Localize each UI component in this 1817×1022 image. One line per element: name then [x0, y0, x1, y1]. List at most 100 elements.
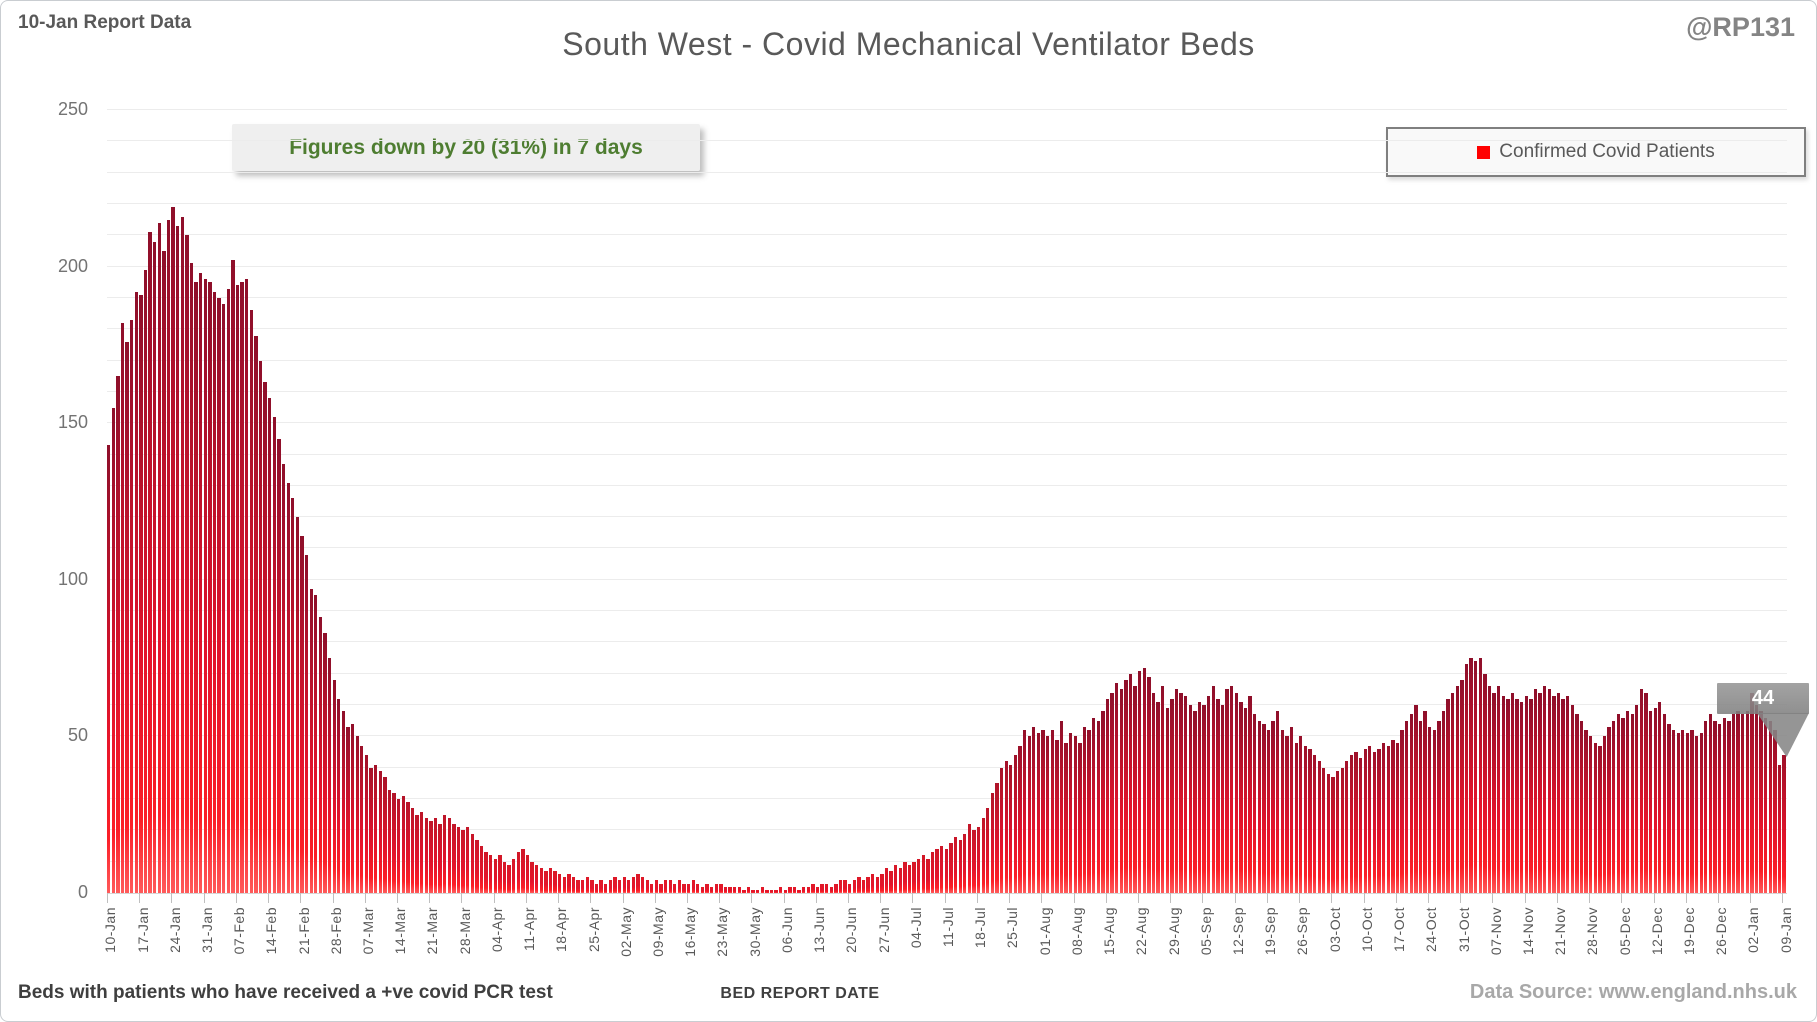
x-axis-tick-label: 20-Jun: [843, 907, 860, 953]
x-axis-tick-label: 17-Jan: [134, 907, 151, 953]
bar: [1124, 680, 1128, 893]
bar: [1271, 720, 1275, 893]
bar: [1570, 705, 1574, 893]
bar: [1635, 705, 1639, 893]
bar: [926, 858, 930, 893]
bar: [1773, 730, 1777, 893]
bar: [1276, 711, 1280, 893]
bar: [240, 282, 244, 893]
bar: [1027, 736, 1031, 893]
bar: [1133, 686, 1137, 893]
bar: [1078, 742, 1082, 893]
x-axis-tick: [171, 893, 173, 903]
gridline: [107, 578, 1787, 580]
bar: [433, 817, 438, 893]
bar: [1464, 664, 1469, 893]
bar: [1722, 717, 1726, 893]
footnote-definition: Beds with patients who have received a +…: [18, 982, 553, 1003]
x-axis-tick: [558, 893, 560, 903]
bar: [940, 846, 944, 893]
bar: [792, 886, 797, 893]
bar: [1566, 695, 1570, 893]
bar: [1713, 720, 1717, 893]
x-axis-tick: [493, 893, 495, 903]
bar: [1727, 720, 1731, 893]
bar: [475, 839, 479, 893]
bar: [1009, 764, 1013, 893]
bar: [990, 792, 995, 893]
gridline: [107, 109, 1787, 110]
bar: [1087, 730, 1091, 893]
bar: [594, 883, 599, 893]
x-axis-tick-label: 25-Jul: [1004, 907, 1021, 949]
bar: [958, 839, 962, 893]
bar: [1239, 701, 1243, 893]
bar: [976, 827, 981, 893]
bar: [249, 310, 254, 893]
x-axis-tick: [1073, 893, 1075, 903]
bar: [921, 855, 926, 893]
bar: [912, 861, 916, 893]
bar: [1533, 689, 1538, 893]
x-axis-tick-label: 07-Nov: [1487, 907, 1504, 956]
bar: [1064, 742, 1068, 893]
bar: [327, 658, 332, 893]
bar: [613, 877, 617, 893]
bar: [682, 883, 686, 893]
bar: [493, 858, 497, 893]
bar: [1363, 748, 1367, 893]
y-axis-tick-label: 100: [57, 568, 88, 589]
bar: [861, 880, 866, 893]
x-axis-tick-label: 24-Jan: [166, 907, 183, 953]
gridline: [107, 453, 1787, 455]
x-axis-tick-label: 02-Jan: [1745, 907, 1762, 953]
bar: [148, 232, 152, 893]
bar: [604, 883, 608, 893]
bar: [350, 723, 355, 893]
x-axis-tick-label: 13-Jun: [811, 907, 828, 953]
bar: [889, 871, 893, 893]
x-axis-tick-label: 31-Oct: [1455, 907, 1472, 953]
bar: [1455, 686, 1459, 893]
bar: [410, 808, 415, 893]
bar: [1662, 714, 1667, 893]
bar: [162, 250, 166, 893]
bar: [1368, 745, 1372, 893]
bar: [1501, 695, 1505, 893]
gridline: [107, 265, 1787, 267]
bar: [143, 269, 148, 893]
bar: [194, 282, 198, 893]
bar: [640, 877, 645, 893]
x-axis-tick: [203, 893, 205, 903]
x-axis-tick-label: 22-Aug: [1133, 907, 1150, 956]
bar: [999, 767, 1004, 893]
bar: [1768, 720, 1772, 893]
bar: [277, 438, 281, 893]
bar: [871, 874, 875, 893]
bar: [1138, 670, 1142, 893]
bar: [1211, 686, 1215, 893]
bar: [585, 877, 590, 893]
bar: [986, 808, 990, 893]
x-axis-tick-label: 31-Jan: [198, 907, 215, 953]
bar: [1073, 736, 1077, 893]
bar: [1257, 720, 1262, 893]
bar: [1184, 695, 1188, 893]
bar: [107, 445, 111, 893]
bar: [852, 880, 856, 893]
bar: [1704, 720, 1708, 893]
bar: [631, 877, 636, 893]
x-axis-tick-label: 24-Oct: [1423, 907, 1440, 953]
x-axis-tick-label: 12-Sep: [1229, 907, 1246, 956]
gridline: [107, 202, 1787, 204]
bar: [111, 407, 115, 893]
x-axis-tick: [654, 893, 656, 903]
bar: [1105, 698, 1110, 893]
bar: [401, 795, 405, 893]
bar: [1225, 689, 1229, 893]
x-axis-tick-label: 01-Aug: [1036, 907, 1053, 956]
y-axis-tick-label: 200: [57, 255, 88, 276]
x-axis-title: BED REPORT DATE: [720, 985, 880, 1002]
bar: [309, 589, 313, 893]
bar: [185, 235, 189, 893]
